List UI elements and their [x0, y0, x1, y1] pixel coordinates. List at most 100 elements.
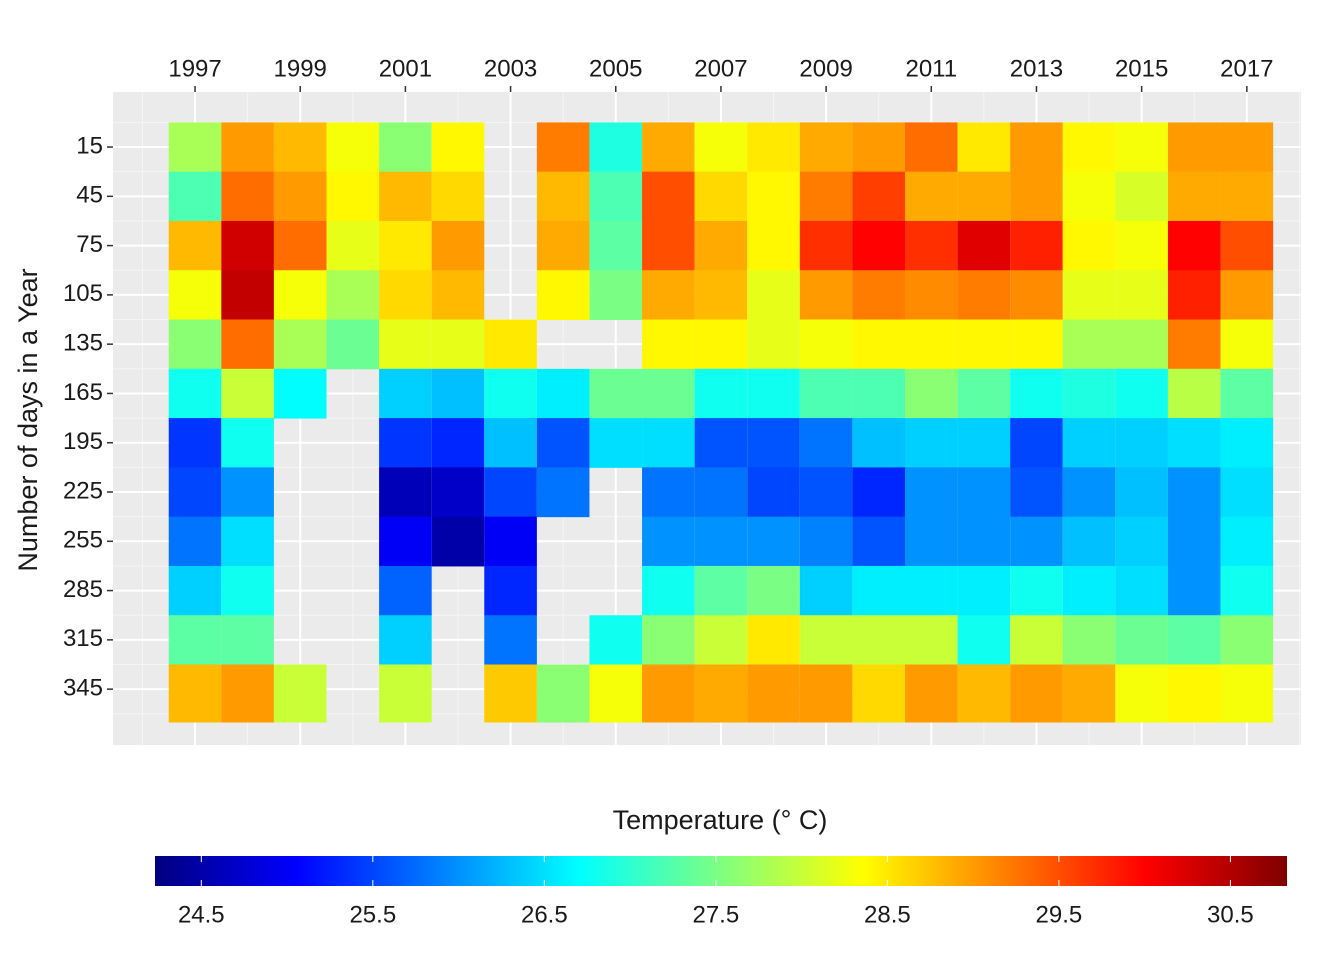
- heatmap-cell: [852, 615, 905, 666]
- heatmap-cell: [642, 664, 695, 723]
- heatmap-cell: [379, 319, 432, 370]
- heatmap-cell: [168, 319, 222, 370]
- colorbar-tick-label: 25.5: [349, 901, 396, 928]
- heatmap-cell: [168, 418, 222, 468]
- heatmap-cell: [642, 171, 695, 222]
- heatmap-cell: [1167, 368, 1221, 419]
- heatmap-cell: [1167, 664, 1221, 723]
- heatmap-cell: [1167, 615, 1221, 666]
- heatmap-cell: [1167, 319, 1221, 370]
- heatmap-cell: [905, 220, 958, 271]
- heatmap-cell: [221, 418, 274, 468]
- heatmap-cell: [1115, 467, 1168, 518]
- heatmap-cell: [168, 664, 222, 723]
- heatmap-cell: [642, 565, 695, 616]
- heatmap-cell: [1220, 664, 1274, 723]
- heatmap-cell: [1115, 319, 1168, 370]
- heatmap-cell: [1010, 220, 1063, 271]
- heatmap-cell: [1062, 122, 1116, 173]
- heatmap-cell: [642, 615, 695, 666]
- heatmap-cell: [168, 467, 222, 518]
- heatmap-cell: [484, 319, 537, 370]
- heatmap-cell: [642, 319, 695, 370]
- heatmap-cell: [589, 220, 643, 271]
- heatmap-cell: [1115, 220, 1168, 271]
- heatmap-cell: [1167, 565, 1221, 616]
- heatmap-cell: [1167, 516, 1221, 567]
- heatmap-cell: [1062, 467, 1116, 518]
- heatmap-cell: [221, 270, 274, 321]
- heatmap-cell: [747, 319, 800, 370]
- heatmap-cell: [589, 171, 643, 222]
- y-tick-label: 15: [76, 132, 103, 159]
- x-tick-label: 2003: [484, 55, 537, 82]
- heatmap-cell: [536, 171, 590, 222]
- heatmap-cell: [221, 220, 274, 271]
- heatmap-cell: [905, 319, 958, 370]
- heatmap-cell: [1062, 418, 1116, 468]
- heatmap-cell: [1062, 615, 1116, 666]
- heatmap-cell: [694, 319, 748, 370]
- heatmap-cell: [694, 368, 748, 419]
- heatmap-cell: [694, 122, 748, 173]
- heatmap-cell: [852, 664, 905, 723]
- heatmap-cell: [536, 467, 590, 518]
- heatmap-cell: [694, 418, 748, 468]
- heatmap-cell: [379, 368, 432, 419]
- heatmap-cell: [799, 664, 853, 723]
- heatmap-cell: [1062, 565, 1116, 616]
- heatmap-cell: [379, 516, 432, 567]
- heatmap-cell: [1010, 418, 1063, 468]
- heatmap-cell: [1220, 319, 1274, 370]
- heatmap-cell: [799, 615, 853, 666]
- y-tick-label: 195: [63, 428, 103, 455]
- heatmap-cell: [747, 418, 800, 468]
- heatmap-cell: [747, 467, 800, 518]
- heatmap-cell: [589, 615, 643, 666]
- y-tick-label: 105: [63, 280, 103, 307]
- heatmap-cell: [431, 171, 485, 222]
- heatmap-cell: [642, 368, 695, 419]
- heatmap-cell: [1167, 220, 1221, 271]
- heatmap-cell: [168, 171, 222, 222]
- heatmap-cell: [168, 220, 222, 271]
- heatmap-cell: [326, 220, 380, 271]
- heatmap-cell: [694, 615, 748, 666]
- heatmap-cell: [431, 220, 485, 271]
- heatmap-cell: [221, 565, 274, 616]
- heatmap-cell: [1115, 615, 1168, 666]
- heatmap-cell: [431, 270, 485, 321]
- x-tick-label: 1999: [274, 55, 327, 82]
- heatmap-cell: [1220, 368, 1274, 419]
- heatmap-cell: [379, 418, 432, 468]
- heatmap-cell: [273, 122, 327, 173]
- colorbar: [155, 856, 1287, 886]
- heatmap-cell: [852, 516, 905, 567]
- heatmap-cell: [431, 319, 485, 370]
- heatmap-cell: [484, 418, 537, 468]
- heatmap-cell: [747, 220, 800, 271]
- colorbar-tick-label: 24.5: [178, 901, 225, 928]
- heatmap-cell: [379, 270, 432, 321]
- heatmap-cell: [484, 467, 537, 518]
- x-tick-label: 2017: [1220, 55, 1273, 82]
- colorbar-tick-label: 30.5: [1207, 901, 1254, 928]
- heatmap-cell: [221, 615, 274, 666]
- heatmap-cell: [852, 319, 905, 370]
- heatmap-cell: [168, 270, 222, 321]
- y-tick-label: 135: [63, 330, 103, 357]
- heatmap-cell: [642, 418, 695, 468]
- heatmap-cell: [1220, 615, 1274, 666]
- heatmap-cell: [957, 467, 1011, 518]
- heatmap-cell: [273, 171, 327, 222]
- y-axis-title: Number of days in a Year: [13, 268, 43, 571]
- heatmap-cell: [957, 664, 1011, 723]
- heatmap-cell: [694, 516, 748, 567]
- heatmap-cell: [1220, 220, 1274, 271]
- heatmap-cell: [1115, 418, 1168, 468]
- heatmap-cell: [957, 615, 1011, 666]
- heatmap-cell: [431, 368, 485, 419]
- heatmap-cell: [326, 270, 380, 321]
- heatmap-cell: [694, 467, 748, 518]
- heatmap-cell: [747, 368, 800, 419]
